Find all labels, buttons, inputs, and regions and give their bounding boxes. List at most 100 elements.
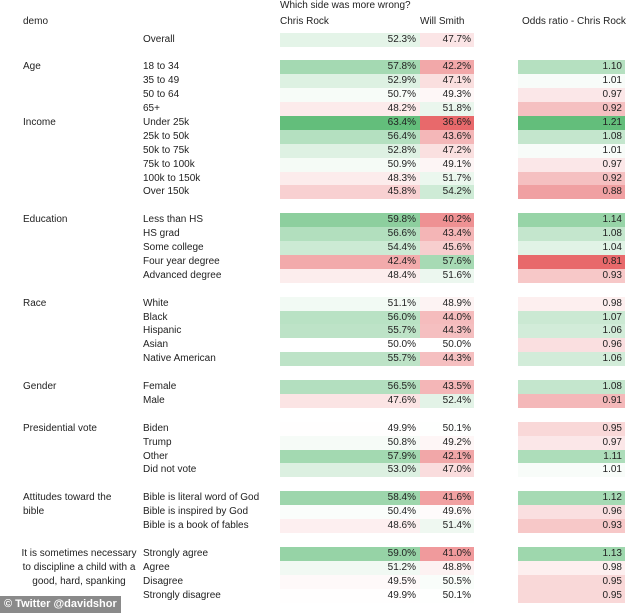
will-smith-cell: 49.6% <box>420 505 474 520</box>
odds-ratio-cell: 0.98 <box>518 560 625 575</box>
subgroup-label: 100k to 150k <box>143 172 201 184</box>
table-row: Did not vote 53.0% 47.0% 1.01 <box>0 463 640 478</box>
subgroup-label: Biden <box>143 422 169 434</box>
group-label: It is sometimes necessary to discipline … <box>21 547 137 587</box>
subgroup-label: Trump <box>143 436 172 448</box>
odds-ratio-cell: 1.07 <box>518 310 625 325</box>
group-label: Attitudes toward the bible <box>23 492 112 518</box>
will-smith-cell: 47.1% <box>420 74 474 89</box>
group-label: Age <box>23 61 41 73</box>
chris-rock-cell: 56.6% <box>280 227 420 242</box>
table-row: Agree 51.2% 48.8% 0.98 <box>0 560 640 575</box>
table-row: Strongly disagree 49.9% 50.1% 0.95 <box>0 588 640 603</box>
table-row: Female 56.5% 43.5% 1.08 <box>0 380 640 394</box>
odds-ratio-cell: 0.97 <box>518 157 625 172</box>
chris-rock-cell: 51.2% <box>280 560 420 575</box>
will-smith-cell: 54.2% <box>420 185 474 200</box>
table-row: Black 56.0% 44.0% 1.07 <box>0 310 640 325</box>
odds-ratio-cell: 1.01 <box>518 143 625 158</box>
chris-rock-cell: 51.1% <box>280 296 420 311</box>
subgroup-label: Under 25k <box>143 116 190 128</box>
odds-ratio-cell: 1.08 <box>518 380 625 394</box>
odds-ratio-cell: 0.91 <box>518 393 625 408</box>
group-label: Race <box>23 297 47 309</box>
subgroup-label: Some college <box>143 242 204 253</box>
table-row: Strongly agree 59.0% 41.0% 1.13 <box>0 546 640 561</box>
will-smith-cell: 51.7% <box>420 171 474 186</box>
will-smith-header: Will Smith <box>420 16 465 27</box>
demo-header: demo <box>23 16 49 27</box>
odds-ratio-cell: 0.96 <box>518 338 625 353</box>
credit-watermark: © Twitter @davidshor <box>0 596 121 613</box>
will-smith-cell: 44.3% <box>420 324 474 339</box>
odds-ratio-cell: 1.01 <box>518 463 625 478</box>
subgroup-label: Strongly agree <box>143 547 209 559</box>
will-smith-cell: 50.0% <box>420 338 474 353</box>
odds-ratio-cell: 1.13 <box>518 546 625 561</box>
will-smith-cell: 51.6% <box>420 268 474 283</box>
subgroup-label: Did not vote <box>143 464 197 476</box>
table-row: Overall 52.3% 47.7% <box>0 32 640 47</box>
group-label: Presidential vote <box>23 422 97 434</box>
will-smith-cell: 49.2% <box>420 435 474 450</box>
subgroup-label: Bible is a book of fables <box>143 520 249 531</box>
odds-ratio-cell: 1.14 <box>518 213 625 228</box>
will-smith-cell: 51.4% <box>420 519 474 533</box>
table-row: Trump 50.8% 49.2% 0.97 <box>0 435 640 450</box>
subgroup-label: 25k to 50k <box>143 130 190 142</box>
table-row: Bible is inspired by God 50.4% 49.6% 0.96 <box>0 505 640 520</box>
odds-ratio-cell: 0.92 <box>518 102 625 116</box>
table-row: Native American 55.7% 44.3% 1.06 <box>0 352 640 367</box>
table-row: Biden 49.9% 50.1% 0.95 <box>0 421 640 436</box>
will-smith-cell: 41.0% <box>420 546 474 561</box>
chris-rock-cell: 45.8% <box>280 185 420 200</box>
chris-rock-cell: 52.8% <box>280 143 420 158</box>
chris-rock-cell: 57.9% <box>280 449 420 464</box>
odds-ratio-cell: 0.88 <box>518 185 625 200</box>
will-smith-cell: 42.1% <box>420 449 474 464</box>
will-smith-cell: 48.9% <box>420 296 474 311</box>
odds-ratio-cell: 0.95 <box>518 574 625 589</box>
odds-ratio-cell: 1.06 <box>518 324 625 339</box>
odds-ratio-cell: 0.97 <box>518 435 625 450</box>
table-row: Advanced degree 48.4% 51.6% 0.93 <box>0 268 640 283</box>
subgroup-label: Overall <box>143 33 175 45</box>
will-smith-cell: 57.6% <box>420 254 474 269</box>
table-row: 25k to 50k 56.4% 43.6% 1.08 <box>0 129 640 144</box>
odds-ratio-cell: 1.11 <box>518 449 625 464</box>
chris-rock-cell: 59.8% <box>280 213 420 228</box>
odds-ratio-cell: 0.81 <box>518 254 625 269</box>
chris-rock-cell: 50.4% <box>280 505 420 520</box>
will-smith-cell: 43.4% <box>420 227 474 242</box>
table-row: 35 to 49 52.9% 47.1% 1.01 <box>0 74 640 89</box>
table-row: 50 to 64 50.7% 49.3% 0.97 <box>0 88 640 103</box>
odds-ratio-cell: 0.98 <box>518 296 625 311</box>
odds-ratio-cell: 0.96 <box>518 505 625 520</box>
table-row: Four year degree 42.4% 57.6% 0.81 <box>0 254 640 269</box>
table-row: 18 to 34 57.8% 42.2% 1.10 <box>0 60 640 75</box>
odds-ratio-cell: 0.95 <box>518 421 625 436</box>
subgroup-label: Disagree <box>143 575 184 587</box>
table-row: 100k to 150k 48.3% 51.7% 0.92 <box>0 171 640 186</box>
will-smith-cell: 52.4% <box>420 393 474 408</box>
table-row: Bible is literal word of God 58.4% 41.6% 1.… <box>0 491 640 506</box>
table-row: Over 150k 45.8% 54.2% 0.88 <box>0 185 640 200</box>
chris-rock-cell: 56.5% <box>280 380 420 394</box>
odds-ratio-cell: 1.04 <box>518 241 625 255</box>
subgroup-label: Other <box>143 450 169 462</box>
subgroup-label: Bible is literal word of God <box>143 492 260 504</box>
odds-ratio-cell: 0.93 <box>518 268 625 283</box>
subgroup-label: 18 to 34 <box>143 61 180 73</box>
subgroup-label: 75k to 100k <box>143 158 195 170</box>
will-smith-cell: 45.6% <box>420 241 474 255</box>
table-row: Bible is a book of fables 48.6% 51.4% 0.93 <box>0 519 640 533</box>
will-smith-cell: 41.6% <box>420 491 474 506</box>
odds-ratio-cell: 1.12 <box>518 491 625 506</box>
chris-rock-cell: 48.2% <box>280 102 420 116</box>
subgroup-label: Black <box>143 311 168 323</box>
will-smith-cell: 47.2% <box>420 143 474 158</box>
chris-rock-cell: 59.0% <box>280 546 420 561</box>
will-smith-cell: 50.5% <box>420 574 474 589</box>
odds-ratio-cell: 1.08 <box>518 227 625 242</box>
subgroup-label: Female <box>143 381 177 392</box>
